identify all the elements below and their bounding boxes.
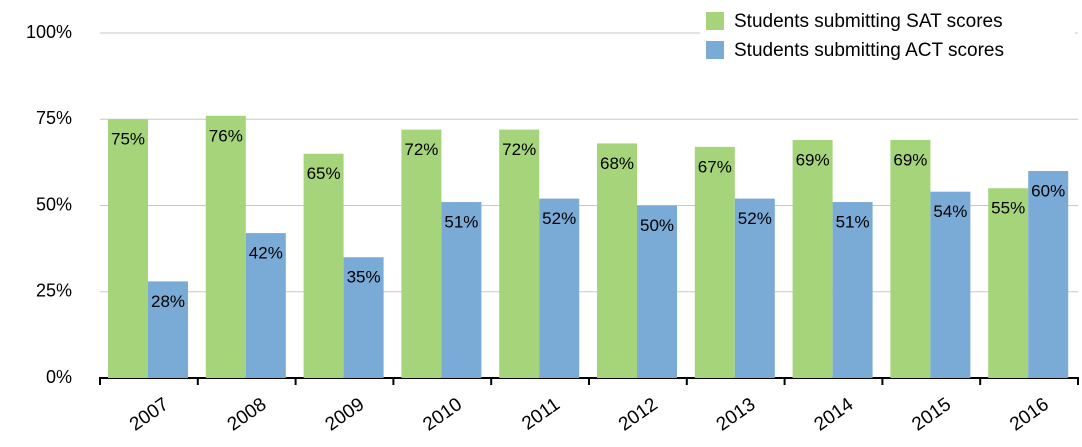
y-tick-label: 0%: [46, 367, 72, 387]
bar: [245, 233, 286, 378]
value-label: 35%: [347, 268, 381, 287]
value-label: 69%: [893, 150, 927, 169]
x-tick-label: 2010: [419, 394, 466, 435]
value-label: 55%: [991, 199, 1025, 218]
bar: [539, 198, 580, 378]
value-label: 67%: [698, 157, 732, 176]
bar: [441, 202, 482, 378]
bar: [401, 129, 442, 378]
bar: [930, 191, 971, 378]
value-label: 60%: [1031, 181, 1065, 200]
x-tick-label: 2014: [811, 394, 858, 436]
bar: [792, 139, 833, 378]
value-label: 51%: [444, 213, 478, 232]
value-label: 69%: [796, 150, 830, 169]
legend-label: Students submitting ACT scores: [734, 40, 1004, 61]
value-label: 75%: [111, 130, 145, 149]
value-label: 72%: [502, 140, 536, 159]
x-tick-label: 2015: [908, 394, 955, 435]
bar: [108, 119, 148, 378]
bar: [303, 153, 344, 378]
legend: Students submitting SAT scores Students s…: [700, 4, 1075, 66]
legend-label: Students submitting SAT scores: [734, 11, 1003, 32]
value-label: 72%: [404, 140, 438, 159]
x-tick-label: 2007: [126, 394, 173, 435]
value-label: 28%: [151, 292, 185, 311]
legend-background: [700, 4, 1075, 66]
x-tick-label: 2013: [713, 394, 760, 435]
bar: [694, 146, 735, 378]
bar: [205, 115, 246, 379]
bar: [890, 139, 931, 378]
value-label: 52%: [738, 209, 772, 228]
value-label: 76%: [209, 126, 243, 145]
y-tick-label: 75%: [36, 108, 72, 128]
x-tick-label: 2012: [615, 394, 662, 435]
bar: [734, 198, 775, 378]
bar: [343, 257, 384, 378]
legend-swatch: [706, 41, 724, 59]
y-tick-label: 100%: [26, 22, 72, 42]
bar: [832, 202, 873, 378]
bar: [988, 188, 1029, 378]
bar: [1028, 171, 1069, 378]
x-tick-label: 2008: [224, 394, 271, 435]
legend-swatch: [706, 12, 724, 30]
x-tick-label: 2016: [1006, 394, 1053, 435]
value-label: 52%: [542, 209, 576, 228]
value-label: 65%: [307, 164, 341, 183]
y-tick-label: 25%: [36, 281, 72, 301]
bar: [637, 205, 677, 378]
y-tick-label: 50%: [36, 194, 72, 214]
value-label: 68%: [600, 154, 634, 173]
value-label: 54%: [933, 202, 967, 221]
value-label: 51%: [836, 213, 870, 232]
x-tick-label: 2009: [322, 394, 369, 435]
value-label: 50%: [640, 216, 674, 235]
bar: [499, 129, 540, 378]
x-tick-label: 2011: [518, 394, 564, 435]
value-label: 42%: [249, 244, 283, 263]
bar: [597, 143, 637, 378]
bar: [148, 281, 188, 378]
